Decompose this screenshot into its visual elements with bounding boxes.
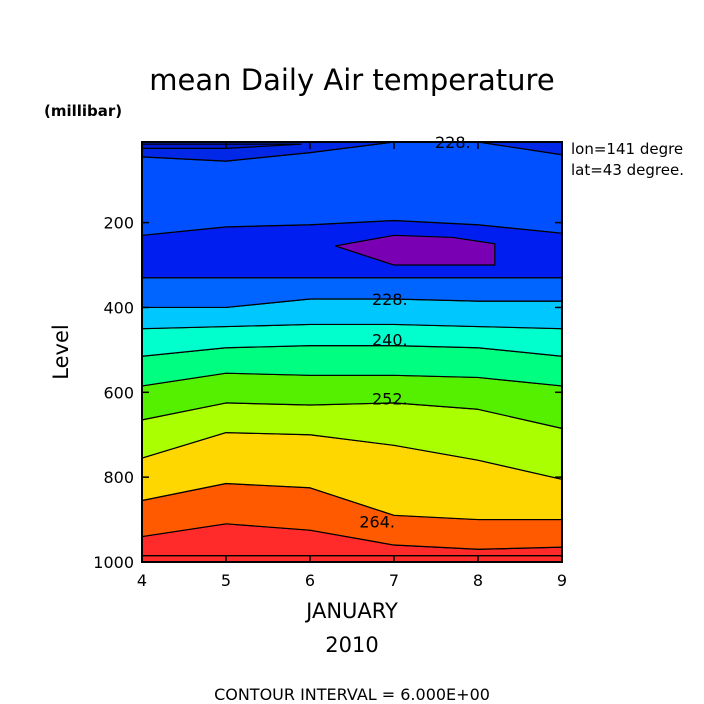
chart-title: mean Daily Air temperature: [149, 63, 554, 97]
y-tick-label: 600: [103, 383, 134, 402]
y-axis-units: (millibar): [44, 102, 122, 120]
x-tick-label: 6: [305, 571, 315, 590]
x-tick-label: 7: [389, 571, 399, 590]
y-tick-label: 1000: [93, 553, 134, 572]
y-tick-label: 400: [103, 298, 134, 317]
contour-label: 252.: [372, 390, 408, 409]
contour-label: 264.: [359, 513, 395, 532]
latitude-info: lat=43 degree.: [571, 161, 684, 179]
x-tick-label: 4: [137, 571, 147, 590]
y-tick-label: 800: [103, 468, 134, 487]
longitude-info: lon=141 degre: [571, 140, 683, 158]
contour-interval-note: CONTOUR INTERVAL = 6.000E+00: [214, 685, 490, 704]
contour-label: 240.: [372, 330, 408, 349]
plot-frame: [141, 141, 563, 563]
x-tick-label: 8: [473, 571, 483, 590]
contour-label: 228.: [372, 290, 408, 309]
y-tick-label: 200: [103, 214, 134, 233]
y-axis-label: Level: [49, 324, 73, 379]
axis-ticks: 4 5 6 7 8 9 200 400 600 800 1000: [93, 142, 567, 590]
x-tick-label: 5: [221, 571, 231, 590]
contour-overlays: 228.228.240.252.264.: [141, 133, 496, 532]
x-axis-label: JANUARY: [304, 599, 398, 623]
x-axis-year-label: 2010: [325, 633, 378, 657]
x-tick-label: 9: [557, 571, 567, 590]
filled-contour-bands: [141, 141, 563, 563]
cold-core-region: [335, 234, 496, 266]
